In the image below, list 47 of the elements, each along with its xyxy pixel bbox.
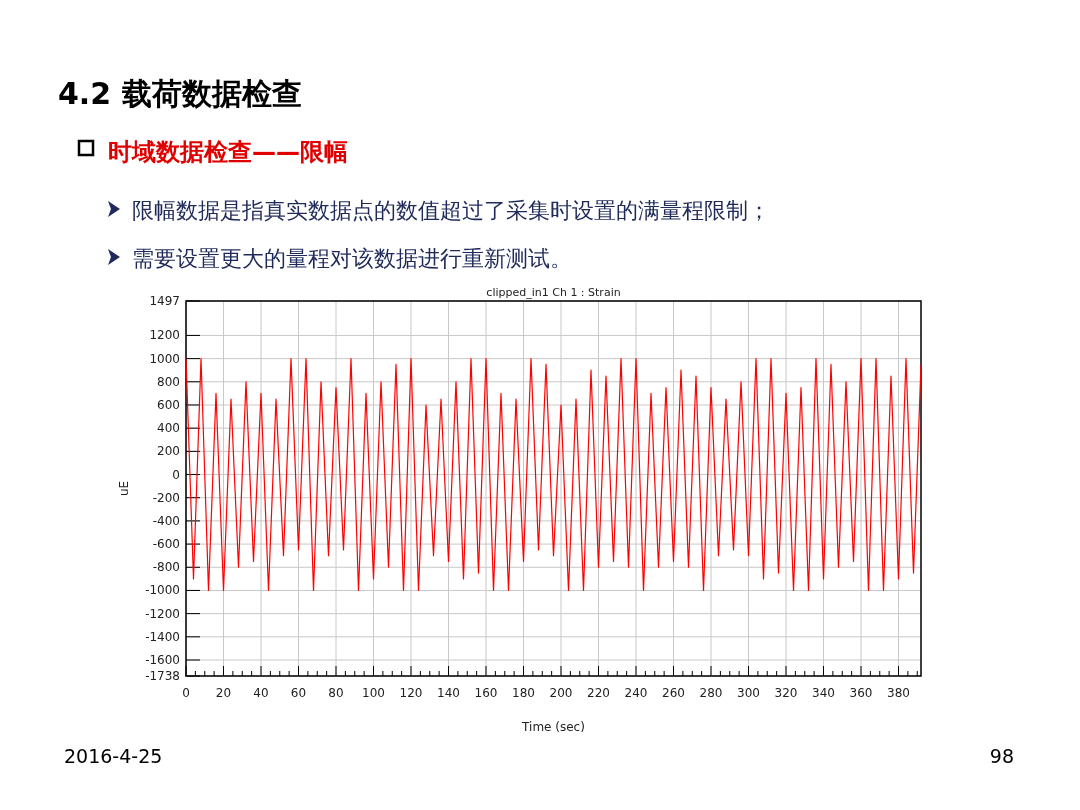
x-tick-label: 20 bbox=[215, 686, 232, 700]
text: clipped_in1 Ch 1 : Strain bbox=[486, 286, 621, 299]
x-tick-label: 360 bbox=[849, 686, 873, 700]
line-series bbox=[185, 358, 922, 592]
x-tick-label: 80 bbox=[328, 686, 344, 700]
y-tick-label: -400 bbox=[152, 513, 180, 528]
x-tick-label: 160 bbox=[474, 686, 498, 700]
chart-subtitle: 时域数据检查——限幅 bbox=[108, 138, 348, 166]
y-tick-label: 1497 bbox=[149, 294, 180, 308]
y-axis-title: uE bbox=[117, 480, 131, 497]
x-tick-label: 320 bbox=[774, 686, 798, 700]
y-tick-label: -800 bbox=[152, 560, 180, 575]
y-tick-label: 600 bbox=[157, 397, 180, 412]
y-tick-label: -1738 bbox=[145, 669, 180, 683]
x-tick-label: 200 bbox=[549, 686, 573, 700]
text: 98 bbox=[989, 745, 1014, 767]
y-tick-label: -1000 bbox=[145, 583, 180, 598]
y-tick-label: -600 bbox=[152, 537, 180, 552]
x-tick-label: 180 bbox=[512, 686, 535, 700]
x-tick-label: 0 bbox=[182, 686, 190, 700]
text: 限幅数据是指真实数据点的数值超过了采集时设置的满量程限制； bbox=[132, 198, 770, 223]
y-tick-label: 400 bbox=[157, 421, 180, 436]
y-tick-label: 800 bbox=[157, 374, 180, 389]
x-tick-label: 300 bbox=[737, 686, 760, 700]
x-tick-label: 340 bbox=[812, 686, 835, 700]
x-tick-label: 240 bbox=[624, 686, 648, 700]
y-tick-label: 1200 bbox=[149, 328, 180, 343]
x-tick-label: 220 bbox=[587, 686, 610, 700]
text: 需要设置更大的量程对该数据进行重新测试。 bbox=[132, 246, 572, 271]
chart-title: 4.2 载荷数据检查 bbox=[58, 76, 302, 111]
y-tick-label: -1200 bbox=[145, 606, 180, 621]
x-tick-label: 100 bbox=[362, 686, 385, 700]
y-tick-label: -200 bbox=[152, 490, 180, 505]
x-tick-label: 40 bbox=[253, 686, 269, 700]
x-axis-title: Time (sec) bbox=[521, 720, 585, 734]
text: 2016-4-25 bbox=[64, 745, 163, 767]
y-tick-label: -1600 bbox=[145, 653, 180, 667]
x-tick-label: 120 bbox=[399, 686, 423, 700]
x-tick-label: 140 bbox=[437, 686, 460, 700]
x-tick-label: 60 bbox=[290, 686, 307, 700]
y-tick-label: 200 bbox=[157, 444, 180, 459]
x-tick-label: 380 bbox=[887, 686, 910, 700]
x-tick-label: 260 bbox=[662, 686, 685, 700]
x-tick-label: 280 bbox=[699, 686, 723, 700]
y-tick-label: 1000 bbox=[149, 351, 180, 366]
y-tick-label: -1400 bbox=[145, 629, 180, 644]
y-tick-label: 0 bbox=[172, 467, 180, 482]
